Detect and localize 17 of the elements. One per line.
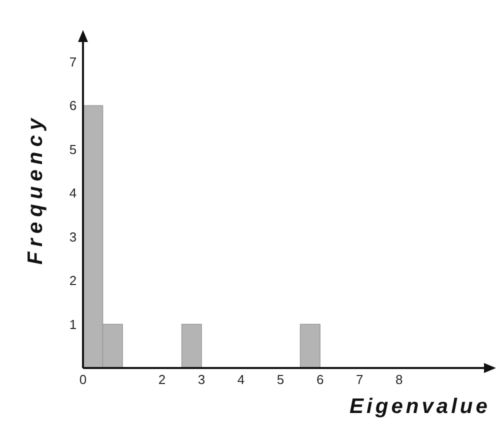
x-tick-label: 2	[158, 372, 166, 387]
y-tick-label: 5	[69, 142, 77, 157]
x-tick-label: 6	[316, 372, 324, 387]
x-tick-label: 3	[198, 372, 206, 387]
y-tick-label: 1	[69, 316, 77, 332]
x-tick-label: 0	[79, 372, 87, 387]
x-tick-label: 7	[356, 372, 364, 387]
x-axis-title: Eigenvalue	[350, 395, 490, 418]
y-tick-label: 3	[69, 229, 77, 244]
y-tick-label: 2	[69, 273, 77, 288]
x-tick-label: 5	[276, 372, 284, 387]
x-tick-label: 4	[237, 372, 245, 387]
x-tick-label: 8	[395, 372, 403, 387]
y-tick-label: 7	[69, 54, 77, 70]
y-tick-label: 4	[69, 186, 77, 201]
y-axis-title: Frequency	[24, 113, 47, 265]
y-tick-label: 6	[69, 98, 77, 114]
